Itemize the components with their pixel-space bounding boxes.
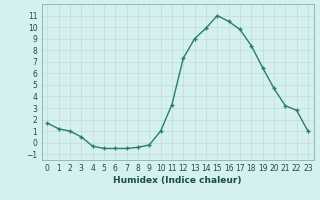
- X-axis label: Humidex (Indice chaleur): Humidex (Indice chaleur): [113, 176, 242, 185]
